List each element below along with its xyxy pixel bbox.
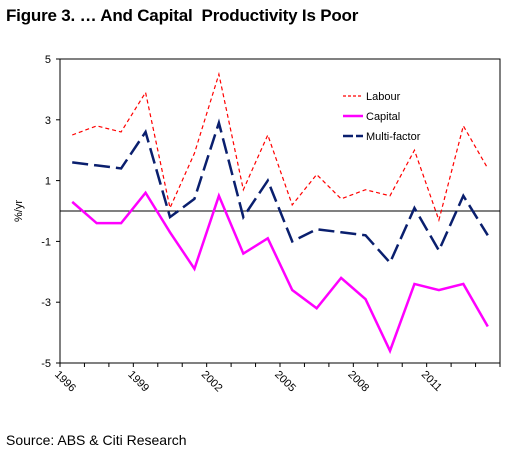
chart-legend: Labour Capital Multi-factor [343, 91, 421, 143]
legend-label: Capital [366, 111, 400, 123]
x-tick-label: 2002 [199, 369, 225, 395]
figure-source: Source: ABS & Citi Research [6, 432, 187, 448]
x-tick-label: 2005 [272, 369, 298, 395]
x-tick-label: 2008 [345, 369, 371, 395]
series-line-labour [72, 71, 489, 223]
y-tick-label: -1 [41, 236, 51, 248]
series-line-multi-factor [72, 118, 489, 265]
y-tick-label: 3 [45, 115, 51, 127]
y-tick-label: 1 [45, 176, 51, 188]
legend-label: Labour [366, 91, 401, 103]
x-tick-label: 1999 [125, 369, 151, 395]
x-tick-label: 2011 [419, 369, 444, 394]
series-line-capital [71, 190, 489, 355]
chart-series-layer [71, 71, 489, 355]
y-tick-label: -3 [41, 297, 51, 309]
x-tick-label: 1996 [52, 369, 78, 395]
figure-title: Figure 3. … And Capital Productivity Is … [6, 6, 359, 25]
y-axis-label: %/yr [13, 200, 25, 222]
legend-label: Multi-factor [366, 131, 421, 143]
y-tick-label: -5 [41, 358, 51, 370]
y-tick-label: 5 [45, 54, 51, 66]
